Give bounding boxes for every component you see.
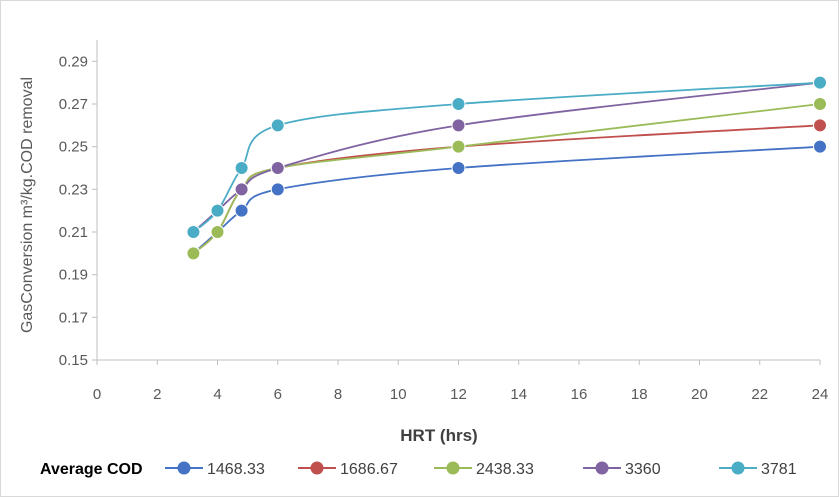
- legend-swatch-marker: [595, 461, 609, 475]
- y-tick-label: 0.15: [59, 352, 88, 369]
- series-line: [192, 103, 821, 255]
- data-point: [234, 161, 249, 175]
- axes: 0.150.170.190.210.230.250.270.290 2 4 6 8 10 1…: [59, 40, 829, 403]
- x-tick-label: 16: [571, 386, 588, 403]
- series-lines: [192, 81, 821, 255]
- legend-label: 1468.33: [207, 461, 265, 478]
- data-point: [234, 182, 249, 197]
- data-point: [813, 139, 827, 154]
- legend-label: 1686.67: [340, 461, 398, 478]
- legend-label: 3360: [625, 461, 661, 478]
- x-tick-label: 8: [334, 386, 342, 403]
- x-tick-label: 10: [390, 386, 407, 403]
- legend-label: 3781: [761, 461, 797, 478]
- data-point: [451, 118, 466, 133]
- legend-label: 2438.33: [476, 461, 534, 478]
- data-point: [210, 203, 225, 218]
- legend: Average COD 1468.33 1686.67 2438.33 3360 378…: [40, 461, 797, 478]
- y-tick-label: 0.21: [59, 224, 88, 241]
- data-point: [813, 118, 827, 133]
- data-point: [270, 118, 285, 133]
- x-tick-label: 0: [93, 386, 101, 403]
- data-point: [451, 139, 466, 154]
- legend-swatch-marker: [731, 461, 745, 475]
- data-point: [270, 182, 285, 197]
- y-tick-label: 0.29: [59, 53, 88, 70]
- series-points: [186, 75, 827, 261]
- y-tick-label: 0.23: [59, 181, 88, 198]
- data-point: [451, 97, 466, 111]
- data-point: [270, 161, 285, 175]
- legend-title: Average COD: [40, 461, 143, 478]
- x-tick-label: 22: [751, 386, 768, 403]
- x-tick-label: 18: [631, 386, 648, 403]
- x-tick-label: 2: [153, 386, 161, 403]
- legend-swatch-marker: [310, 461, 324, 475]
- data-point: [234, 203, 249, 218]
- series-line: [192, 145, 821, 255]
- y-tick-label: 0.17: [59, 309, 88, 326]
- data-point: [186, 246, 201, 261]
- x-tick-label: 14: [510, 386, 527, 403]
- x-axis-title: HRT (hrs): [400, 426, 477, 445]
- x-tick-label: 24: [812, 386, 829, 403]
- x-tick-label: 6: [274, 386, 282, 403]
- data-point: [813, 97, 827, 111]
- y-tick-label: 0.27: [59, 96, 88, 113]
- data-point: [451, 161, 466, 175]
- data-point: [186, 225, 201, 239]
- y-axis-title: GasConversion m³/kg.COD removal: [19, 77, 36, 333]
- data-point: [210, 225, 225, 239]
- series-line: [192, 81, 821, 233]
- data-point: [813, 75, 827, 90]
- x-tick-label: 20: [691, 386, 708, 403]
- series-line: [192, 124, 821, 255]
- y-tick-label: 0.19: [59, 267, 88, 284]
- series-line: [192, 81, 821, 233]
- legend-swatch-marker: [177, 461, 191, 475]
- y-tick-label: 0.25: [59, 139, 88, 156]
- x-tick-label: 12: [450, 386, 467, 403]
- legend-swatch-marker: [446, 461, 460, 475]
- x-tick-label: 4: [213, 386, 221, 403]
